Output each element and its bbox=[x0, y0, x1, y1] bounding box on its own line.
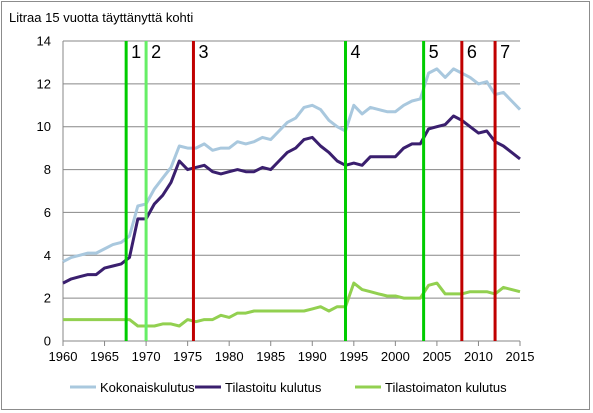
x-tick-label: 2010 bbox=[464, 349, 493, 364]
x-tick-label: 2005 bbox=[422, 349, 451, 364]
x-tick-label: 1960 bbox=[49, 349, 78, 364]
event-marker-label: 3 bbox=[198, 42, 208, 62]
x-tick-label: 2000 bbox=[381, 349, 410, 364]
y-tick-label: 0 bbox=[44, 334, 51, 349]
y-tick-label: 12 bbox=[37, 76, 51, 91]
event-marker-label: 2 bbox=[151, 42, 161, 62]
legend-label: Tilastoimaton kulutus bbox=[385, 380, 507, 395]
legend-label: Tilastoitu kulutus bbox=[225, 380, 322, 395]
series-line-2 bbox=[62, 114, 521, 285]
y-tick-label: 10 bbox=[37, 119, 51, 134]
series-line-3 bbox=[63, 281, 521, 328]
x-tick-label: 1970 bbox=[132, 349, 161, 364]
series-lines bbox=[62, 67, 522, 328]
gridlines bbox=[63, 40, 520, 299]
x-tick-label: 1995 bbox=[339, 349, 368, 364]
y-tick-label: 14 bbox=[37, 34, 51, 49]
x-tick-label: 1985 bbox=[256, 349, 285, 364]
event-marker-label: 5 bbox=[429, 42, 439, 62]
x-tick-label: 1980 bbox=[215, 349, 244, 364]
chart-title: Litraa 15 vuotta täyttänyttä kohti bbox=[9, 10, 194, 25]
y-tick-label: 2 bbox=[44, 291, 51, 306]
series-line-1 bbox=[62, 67, 522, 264]
legend-label: Kokonaiskulutus bbox=[100, 380, 195, 395]
y-tick-label: 6 bbox=[44, 205, 51, 220]
event-marker-label: 7 bbox=[500, 42, 510, 62]
event-marker-label: 4 bbox=[351, 42, 361, 62]
y-tick-label: 4 bbox=[44, 248, 51, 263]
y-tick-label: 8 bbox=[44, 162, 51, 177]
event-marker-label: 6 bbox=[467, 42, 477, 62]
x-tick-label: 1990 bbox=[298, 349, 327, 364]
x-tick-label: 1975 bbox=[173, 349, 202, 364]
legend: Kokonaiskulutus Tilastoitu kulutus Tilasto… bbox=[70, 380, 507, 395]
event-marker-label: 1 bbox=[131, 42, 141, 62]
x-tick-label: 1965 bbox=[90, 349, 119, 364]
x-tick-label: 2015 bbox=[506, 349, 535, 364]
